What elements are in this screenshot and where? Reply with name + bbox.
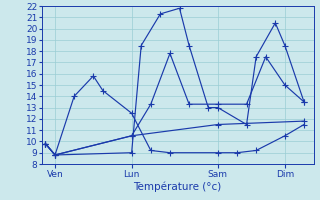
X-axis label: Température (°c): Température (°c)	[133, 181, 222, 192]
